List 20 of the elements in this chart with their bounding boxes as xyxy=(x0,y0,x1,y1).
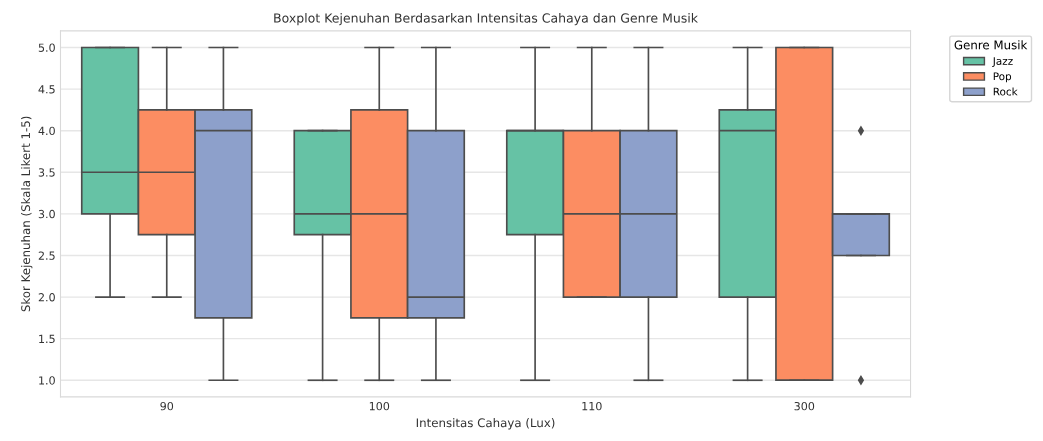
x-axis-title: Intensitas Cahaya (Lux) xyxy=(416,418,555,430)
legend-label: Pop xyxy=(993,72,1012,83)
y-tick-label: 4.5 xyxy=(38,85,55,94)
y-tick-label: 2.5 xyxy=(38,251,55,260)
x-tick-label: 90 xyxy=(160,401,174,411)
x-tick-label: 110 xyxy=(582,401,602,411)
y-tick-label: 3.5 xyxy=(38,168,55,177)
legend-label: Jazz xyxy=(992,57,1013,67)
y-tick-label: 1.5 xyxy=(39,334,55,344)
x-tick-label: 300 xyxy=(794,401,815,411)
y-tick-label: 5.0 xyxy=(38,43,55,52)
legend-title: Genre Musik xyxy=(954,40,1028,50)
legend-label: Rock xyxy=(993,87,1018,96)
x-tick-label: 100 xyxy=(369,401,390,411)
y-tick-label: 2.0 xyxy=(38,293,55,302)
chart-title: Boxplot Kejenuhan Berdasarkan Intensitas Cahaya dan Genre Musik xyxy=(274,13,698,26)
y-axis-title: Skor Kejenuhan (Skala Likert 1-5) xyxy=(20,116,33,312)
y-tick-label: 3.0 xyxy=(38,209,55,219)
y-tick-label: 1.0 xyxy=(39,376,55,385)
y-tick-label: 4.0 xyxy=(38,126,55,136)
